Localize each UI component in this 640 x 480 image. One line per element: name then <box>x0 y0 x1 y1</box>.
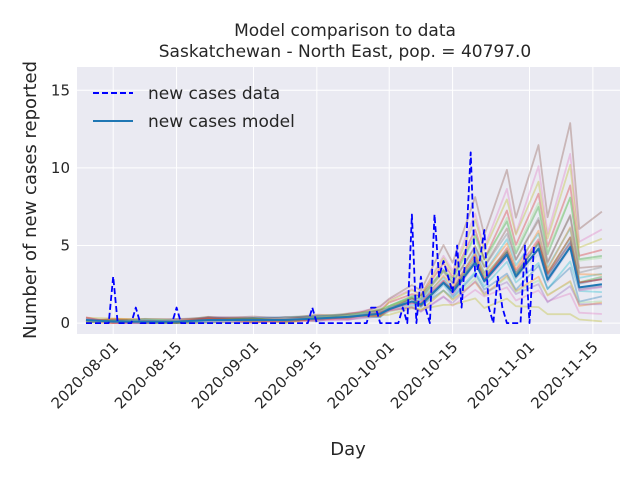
chart-subtitle: Saskatchewan - North East, pop. = 40797.… <box>159 42 532 62</box>
ensemble-line <box>85 240 603 323</box>
y-tick-label: 5 <box>60 237 70 255</box>
y-tick-label: 10 <box>51 159 70 177</box>
x-tick-label: 2020-08-15 <box>111 338 185 412</box>
x-tick-label: 2020-11-15 <box>527 338 601 412</box>
ensemble-line <box>85 214 602 324</box>
x-axis-label: Day <box>330 439 366 460</box>
legend-label-data: new cases data <box>148 84 280 104</box>
plot-area <box>77 67 620 334</box>
series-line-new-cases-model <box>85 246 603 323</box>
x-tick-label: 2020-09-15 <box>251 338 325 412</box>
x-tick-label: 2020-10-15 <box>387 338 461 412</box>
x-tick-label: 2020-09-01 <box>188 338 262 412</box>
ensemble-line <box>85 227 603 324</box>
ensemble-line <box>85 280 602 324</box>
ensemble-line <box>85 122 603 324</box>
series-layer <box>85 151 603 324</box>
x-tick-label: 2020-11-01 <box>464 338 538 412</box>
x-tick-label: 2020-08-01 <box>48 338 122 412</box>
legend-label-model: new cases model <box>148 112 295 132</box>
legend: new cases data new cases model <box>93 84 295 132</box>
series-line-new-cases-data <box>86 151 535 324</box>
ensemble-line <box>85 153 603 324</box>
chart-title: Model comparison to data <box>234 21 456 41</box>
y-axis-label: Number of new cases reported <box>20 61 41 339</box>
ensemble-line <box>85 215 603 324</box>
y-tick-label: 0 <box>60 314 70 332</box>
x-tick-label: 2020-10-01 <box>324 338 398 412</box>
ensemble-line <box>85 164 603 324</box>
y-tick-label: 15 <box>51 81 70 99</box>
y-tick-labels: 0 5 10 15 <box>51 81 70 332</box>
